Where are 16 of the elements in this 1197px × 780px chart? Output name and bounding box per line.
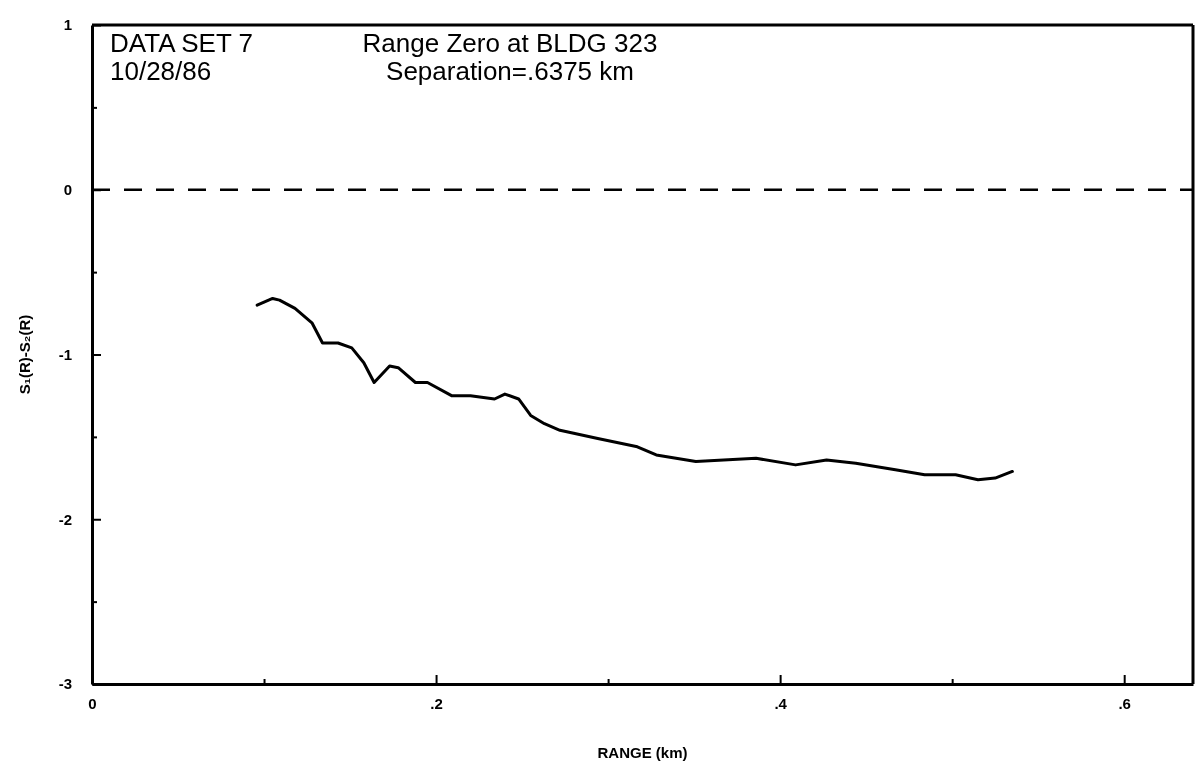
y-tick-label: -2: [58, 510, 72, 528]
x-tick-label: .2: [430, 694, 443, 712]
annotation: Separation=.6375 km: [386, 56, 634, 86]
y-tick-label: -1: [58, 345, 72, 363]
y-axis-title: S₁(R)-S₂(R): [16, 314, 33, 395]
y-tick-label: 1: [63, 16, 72, 34]
y-tick-label: -3: [58, 675, 72, 693]
y-tick-label: 0: [63, 181, 72, 199]
annotation: Range Zero at BLDG 323: [362, 28, 658, 58]
annotation: 10/28/86: [110, 56, 212, 86]
annotation: DATA SET 7: [110, 28, 254, 58]
x-tick-label: .6: [1118, 694, 1131, 712]
x-tick-label: .4: [774, 694, 788, 712]
x-tick-label: 0: [88, 694, 97, 712]
x-axis-title: RANGE (km): [597, 744, 688, 761]
line-series: [255, 296, 1014, 482]
